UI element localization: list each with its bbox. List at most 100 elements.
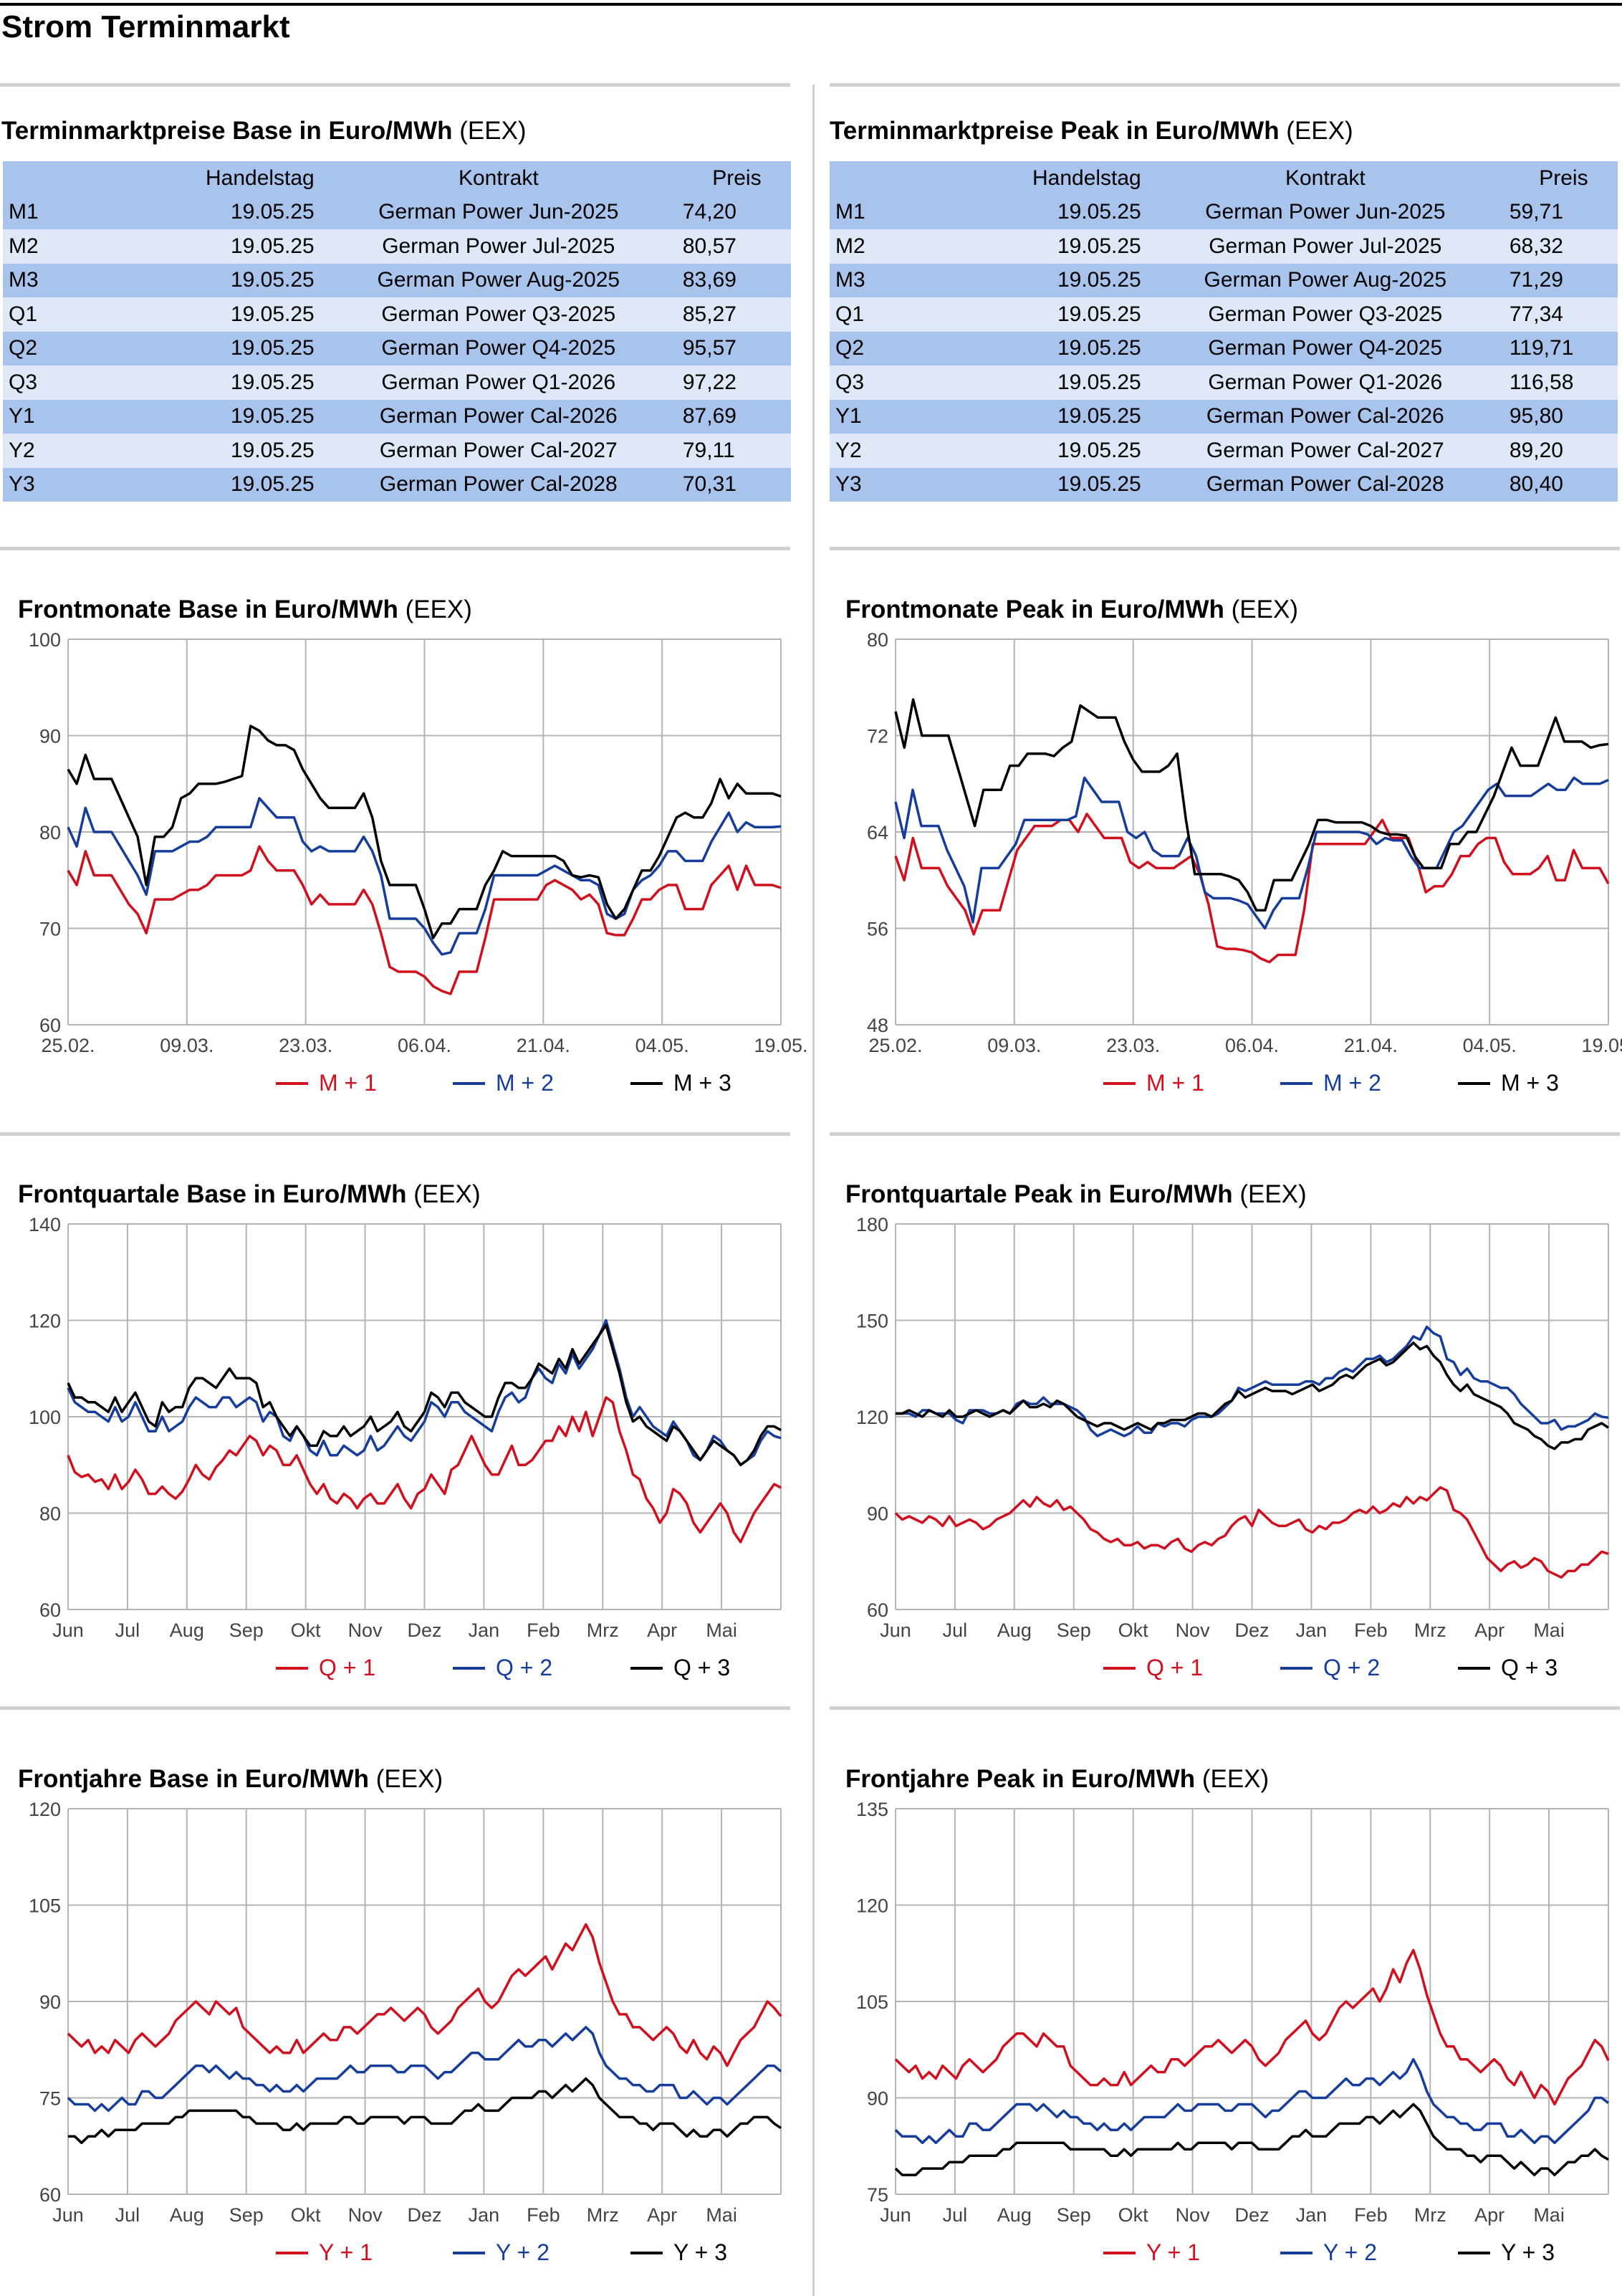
x-tick-label: Aug [170, 1620, 204, 1641]
x-tick-label: Aug [170, 2204, 204, 2226]
x-tick-label: Jan [469, 1620, 500, 1641]
table-row: Q3 19.05.25 German Power Q1-2026 97,22 [3, 365, 791, 400]
row-label: Q3 [830, 365, 924, 400]
row-label: Y1 [830, 399, 924, 434]
table-row: Y3 19.05.25 German Power Cal-2028 80,40 [830, 467, 1618, 502]
x-tick-label: 19.05. [754, 1035, 807, 1056]
row-preis: 77,34 [1503, 297, 1618, 332]
y-tick-label: 105 [856, 1991, 888, 2013]
chart-frontmonate-base: 60 70 80 90 100 25.02. 09.03. 23.03. 06.04. 21.04… [29, 629, 808, 1096]
x-tick-label: Okt [291, 1620, 322, 1641]
series-line-1 [67, 845, 782, 995]
y-tick-label: 180 [856, 1214, 888, 1235]
row-label: Q2 [3, 331, 97, 365]
chart-title-frontquartale-base: Frontquartale Base in Euro/MWh (EEX) [18, 1180, 481, 1208]
row-label: M3 [830, 263, 924, 297]
table-row: Q3 19.05.25 German Power Q1-2026 116,58 [830, 365, 1618, 400]
series-line-2 [894, 2057, 1610, 2145]
row-label: M2 [3, 229, 97, 264]
row-handelstag: 19.05.25 [923, 195, 1147, 229]
series-line-3 [68, 2077, 782, 2145]
row-kontrakt: German Power Jul-2025 [1146, 229, 1504, 264]
row-label: Y3 [830, 467, 924, 502]
x-tick-label: Feb [1354, 1620, 1388, 1641]
table-row: Y2 19.05.25 German Power Cal-2027 79,11 [3, 434, 791, 468]
y-tick-label: 60 [39, 1599, 61, 1621]
series-line-1 [894, 1486, 1609, 1579]
table-header-row: Handelstag Kontrakt Preis [830, 161, 1618, 196]
header-kontrakt: Kontrakt [1146, 161, 1504, 196]
chart-frontmonate-peak: 48 56 64 72 80 25.02. 09.03. 23.03. 06.04. 21.04.… [867, 629, 1622, 1096]
series-line-1 [67, 1923, 782, 2067]
x-tick-label: Sep [229, 2204, 264, 2226]
x-tick-label: 21.04. [1344, 1035, 1398, 1056]
chart-frontquartale-base: 60 80 100 120 140 Jun Jul Aug Sep Okt Nov Dez Jan Feb… [29, 1214, 782, 1680]
chart-frontquartale-peak: 60 90 120 150 180 Jun Jul Aug Sep Okt Nov Dez Jan Feb… [856, 1214, 1609, 1680]
legend-label: Y + 2 [496, 2239, 550, 2265]
row-label: Y1 [3, 399, 97, 434]
x-tick-label: Nov [1176, 2204, 1211, 2226]
x-tick-label: Okt [1118, 1620, 1149, 1641]
table-row: Y2 19.05.25 German Power Cal-2027 89,20 [830, 434, 1618, 468]
legend-label: M + 2 [496, 1070, 554, 1096]
x-tick-label: Nov [348, 1620, 383, 1641]
x-tick-label: Jul [115, 1620, 140, 1641]
x-tick-label: Sep [1057, 2204, 1091, 2226]
legend-label: Y + 1 [1146, 2239, 1200, 2265]
y-tick-label: 90 [867, 1503, 888, 1525]
y-tick-label: 70 [39, 919, 61, 940]
series-line-3 [67, 724, 782, 939]
table-row: M3 19.05.25 German Power Aug-2025 83,69 [3, 263, 791, 297]
legend-label: Y + 1 [319, 2239, 373, 2265]
x-tick-label: Jun [880, 1620, 911, 1641]
row-label: Y2 [3, 434, 97, 468]
section-divider [0, 1706, 790, 1710]
series-line-1 [894, 813, 1610, 964]
chart-title-frontmonate-peak: Frontmonate Peak in Euro/MWh (EEX) [845, 595, 1298, 623]
x-tick-label: Mai [1533, 1620, 1565, 1641]
row-handelstag: 19.05.25 [923, 467, 1147, 502]
chart-title-frontmonate-base: Frontmonate Base in Euro/MWh (EEX) [18, 595, 472, 623]
row-preis: 83,69 [676, 263, 791, 297]
y-tick-label: 90 [39, 1991, 61, 2013]
legend-label: M + 1 [1146, 1070, 1204, 1096]
section-divider [0, 83, 790, 87]
row-preis: 80,57 [676, 229, 791, 264]
header-handelstag: Handelstag [97, 161, 320, 196]
table-row: Q2 19.05.25 German Power Q4-2025 95,57 [3, 331, 791, 365]
x-tick-label: Apr [1474, 1620, 1505, 1641]
legend-label: Q + 1 [319, 1655, 375, 1680]
y-tick-label: 90 [867, 2088, 888, 2110]
x-tick-label: Nov [1176, 1620, 1211, 1641]
row-kontrakt: German Power Q3-2025 [1146, 297, 1504, 332]
table-row: Y3 19.05.25 German Power Cal-2028 70,31 [3, 467, 791, 502]
row-handelstag: 19.05.25 [923, 399, 1147, 434]
y-tick-label: 120 [856, 1407, 888, 1428]
table-row: M1 19.05.25 German Power Jun-2025 74,20 [3, 195, 791, 229]
x-tick-label: Okt [291, 2204, 322, 2226]
section-divider [0, 1132, 790, 1136]
row-kontrakt: German Power Cal-2028 [320, 467, 677, 502]
x-tick-label: Jan [1296, 1620, 1328, 1641]
x-tick-label: Sep [229, 1620, 264, 1641]
y-tick-label: 100 [29, 629, 61, 651]
row-handelstag: 19.05.25 [97, 297, 320, 332]
x-tick-label: Mrz [1414, 2204, 1446, 2226]
x-tick-label: 23.03. [1106, 1035, 1160, 1056]
y-tick-label: 80 [39, 822, 61, 843]
x-tick-label: Mrz [587, 2204, 619, 2226]
x-tick-label: Feb [527, 2204, 560, 2226]
row-kontrakt: German Power Cal-2028 [1146, 467, 1504, 502]
x-tick-label: Aug [997, 2204, 1032, 2226]
row-handelstag: 19.05.25 [923, 229, 1147, 264]
row-handelstag: 19.05.25 [923, 434, 1147, 468]
row-handelstag: 19.05.25 [923, 365, 1147, 400]
chart-title-frontjahre-base: Frontjahre Base in Euro/MWh (EEX) [18, 1765, 443, 1793]
row-preis: 68,32 [1503, 229, 1618, 264]
y-tick-label: 60 [867, 1599, 888, 1621]
row-kontrakt: German Power Q4-2025 [1146, 331, 1504, 365]
legend-label: Q + 1 [1146, 1655, 1203, 1680]
header-label [3, 161, 97, 196]
row-kontrakt: German Power Q1-2026 [320, 365, 677, 400]
y-tick-label: 60 [39, 2184, 61, 2206]
